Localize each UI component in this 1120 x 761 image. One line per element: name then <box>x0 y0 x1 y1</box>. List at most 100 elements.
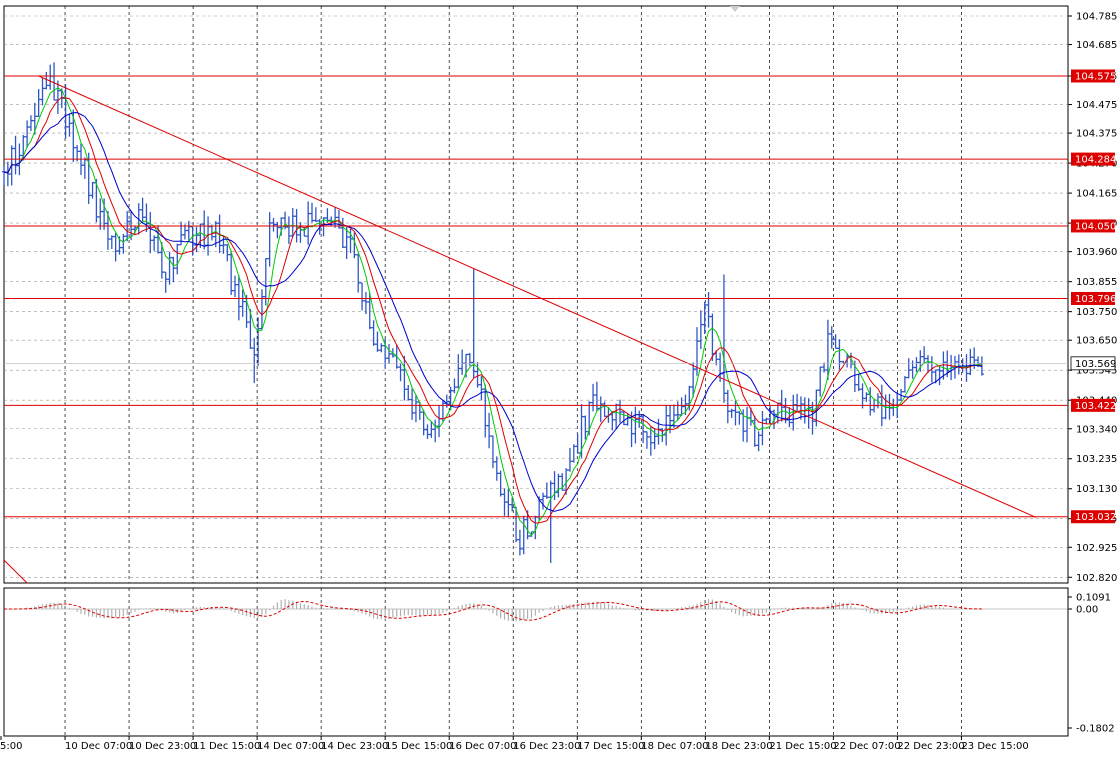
ohlc-bar <box>610 410 615 431</box>
ohlc-bar <box>641 413 646 444</box>
ohlc-bar <box>90 181 95 199</box>
ohlc-bar <box>918 350 923 372</box>
y-tick-label: 104.685 <box>1076 40 1117 51</box>
ohlc-bar <box>105 211 110 250</box>
horizontal-level-label-box <box>1071 291 1115 305</box>
ohlc-bar <box>556 473 561 498</box>
x-tick-label: 14 Dec 07:00 <box>257 741 324 752</box>
ohlc-bar <box>410 388 415 420</box>
moving-average-fast <box>3 87 983 537</box>
ohlc-bar <box>252 337 257 384</box>
moving-average-slow <box>3 112 983 512</box>
ohlc-bar <box>467 352 472 366</box>
ohlc-bar <box>833 334 838 349</box>
ohlc-bar <box>387 344 391 364</box>
ohlc-bar <box>637 410 642 428</box>
y-tick-label: 104.375 <box>1076 129 1117 140</box>
ohlc-bar <box>652 428 657 450</box>
ohlc-bar <box>55 80 60 115</box>
x-tick-label: 10 Dec 23:00 <box>129 741 196 752</box>
x-tick-label: 22 Dec 07:00 <box>833 741 900 752</box>
ohlc-bar <box>348 228 353 253</box>
ohlc-bar <box>864 392 869 402</box>
ohlc-bar <box>209 224 214 241</box>
ohlc-bar <box>36 89 41 117</box>
ohlc-bar <box>564 468 569 495</box>
ohlc-bar <box>752 415 757 447</box>
ohlc-bar <box>502 488 507 516</box>
ohlc-bar <box>171 256 176 283</box>
ohlc-bar <box>140 197 145 224</box>
ohlc-bar <box>113 232 118 262</box>
y-tick-label: 103.545 <box>1076 366 1117 377</box>
ohlc-bar <box>517 529 522 556</box>
y-tick-label: 102.820 <box>1076 573 1117 584</box>
ohlc-bar <box>102 198 107 230</box>
ohlc-bar <box>271 217 276 232</box>
ohlc-bar <box>279 217 284 236</box>
x-tick-label: 10 Dec 07:00 <box>65 741 132 752</box>
x-tick-label: 5:00 <box>0 741 22 752</box>
ohlc-bar <box>494 456 499 481</box>
ohlc-bar <box>675 401 680 421</box>
ohlc-bar <box>363 292 368 315</box>
ohlc-bar <box>129 210 134 241</box>
ohlc-bar <box>98 198 103 230</box>
horizontal-level-label: 104.284 <box>1075 155 1116 166</box>
x-tick-label: 17 Dec 15:00 <box>577 741 644 752</box>
ohlc-bar <box>144 203 149 233</box>
ohlc-bar <box>371 320 376 346</box>
ohlc-bar <box>256 317 261 366</box>
y-tick-label: 103.960 <box>1076 247 1117 258</box>
ohlc-bar <box>544 482 549 499</box>
ohlc-bar <box>25 120 30 148</box>
x-tick-label: 23 Dec 15:00 <box>961 741 1028 752</box>
y-tick-label: 103.235 <box>1076 454 1117 465</box>
current-price-box <box>1070 356 1116 371</box>
horizontal-level-label-box <box>1071 510 1115 524</box>
ohlc-bar <box>548 480 553 564</box>
ohlc-bar <box>221 235 226 254</box>
ohlc-bar <box>159 242 164 279</box>
y-tick-label: 103.130 <box>1076 484 1117 495</box>
ohlc-bar <box>583 415 588 440</box>
ohlc-bar <box>275 222 280 239</box>
chart-shift-marker-icon <box>730 6 740 12</box>
ohlc-bar <box>687 385 692 411</box>
ohlc-bar <box>733 400 738 426</box>
x-tick-label: 14 Dec 23:00 <box>321 741 388 752</box>
ohlc-bar <box>860 383 865 409</box>
horizontal-level-label: 103.422 <box>1075 401 1116 412</box>
ohlc-bar <box>594 381 599 411</box>
ohlc-bar <box>691 362 696 398</box>
ohlc-bar <box>186 220 191 242</box>
ohlc-bar <box>922 346 927 364</box>
ohlc-bar <box>340 217 345 248</box>
ohlc-bar <box>575 433 580 454</box>
ohlc-bar <box>198 223 203 248</box>
x-tick-label: 22 Dec 23:00 <box>897 741 964 752</box>
ohlc-bar <box>259 289 264 330</box>
ohlc-bar <box>933 369 938 384</box>
ohlc-bar <box>506 488 511 518</box>
ohlc-bar <box>310 202 314 223</box>
ohlc-bar <box>236 275 241 321</box>
ohlc-bar <box>633 406 638 444</box>
ohlc-bar <box>356 253 361 293</box>
ohlc-bar <box>822 362 827 373</box>
x-tick-label: 21 Dec 15:00 <box>769 741 836 752</box>
ohlc-bar <box>729 408 734 418</box>
main-pane-frame <box>3 5 1069 584</box>
ohlc-bar <box>425 424 430 439</box>
ohlc-bar <box>360 282 365 311</box>
ohlc-bar <box>621 411 626 426</box>
ohlc-bar <box>483 384 488 438</box>
ohlc-bar <box>721 274 726 403</box>
ohlc-bar <box>668 405 673 434</box>
ohlc-bar <box>567 447 572 472</box>
horizontal-level-label: 104.050 <box>1075 221 1116 232</box>
ohlc-bar <box>379 343 384 353</box>
